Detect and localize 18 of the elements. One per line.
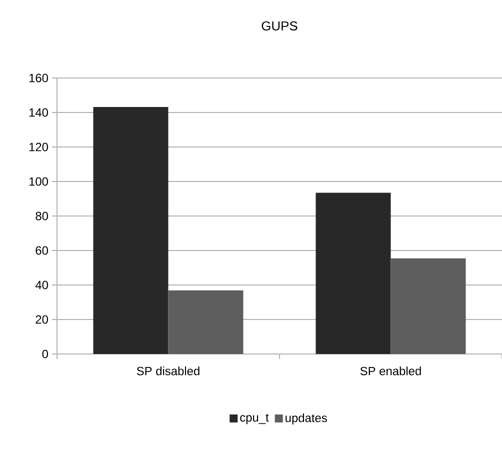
bar <box>93 106 168 354</box>
bar <box>168 290 244 354</box>
y-tick-label: 80 <box>36 212 48 220</box>
legend-label: updates <box>286 413 327 425</box>
y-tick-label: 60 <box>36 246 48 255</box>
y-tick-label: 0 <box>42 350 48 358</box>
x-tick-label: SP disabled <box>136 366 200 376</box>
legend-label: cpu_t <box>240 414 269 424</box>
y-tick-label: 100 <box>29 177 48 186</box>
y-tick-label: 120 <box>29 142 48 152</box>
y-tick-label: 160 <box>29 74 48 82</box>
y-tick-label: 140 <box>29 108 48 117</box>
chart-title: GUPS <box>262 21 298 30</box>
bar <box>390 258 466 354</box>
y-tick-label: 20 <box>36 315 48 324</box>
y-tick-label: 40 <box>35 280 48 290</box>
bar <box>316 192 391 354</box>
x-tick-label: SP enabled <box>360 366 421 376</box>
